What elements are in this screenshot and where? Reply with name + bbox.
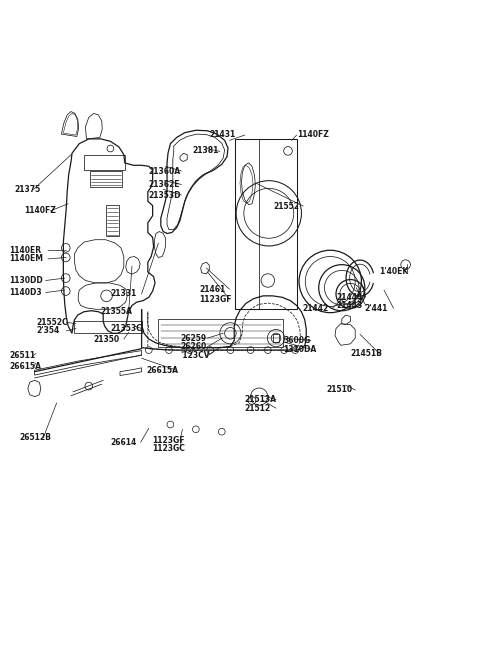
Text: 21442: 21442 xyxy=(302,304,329,313)
Text: 21512: 21512 xyxy=(245,403,271,413)
Text: 21355A: 21355A xyxy=(101,307,132,316)
Text: 3600G: 3600G xyxy=(283,336,311,345)
Text: 1123GF: 1123GF xyxy=(199,295,232,304)
Text: 26614: 26614 xyxy=(110,438,137,447)
Text: 26615A: 26615A xyxy=(10,363,42,371)
Text: 1140FZ: 1140FZ xyxy=(298,129,329,139)
Text: 26259: 26259 xyxy=(180,334,206,342)
Text: 2'354: 2'354 xyxy=(36,327,59,336)
Text: 21444: 21444 xyxy=(336,293,362,302)
Text: '123CV: '123CV xyxy=(180,351,210,360)
Text: 26512B: 26512B xyxy=(19,434,51,442)
Text: 21513A: 21513A xyxy=(245,395,277,404)
Text: 21360A: 21360A xyxy=(149,167,181,175)
Text: 1140D3: 1140D3 xyxy=(10,288,42,297)
Text: 26511: 26511 xyxy=(10,351,36,360)
Text: 26615A: 26615A xyxy=(146,366,179,374)
Text: 1123GC: 1123GC xyxy=(152,445,184,453)
Text: 21375: 21375 xyxy=(14,185,41,194)
Text: 1310DA: 1310DA xyxy=(283,345,316,353)
Text: 1140ER: 1140ER xyxy=(10,246,42,255)
Text: 21552: 21552 xyxy=(274,202,300,211)
Text: 21461: 21461 xyxy=(199,284,226,294)
Text: 21353D: 21353D xyxy=(149,191,181,200)
Text: 21350: 21350 xyxy=(94,334,120,344)
Text: 1123GF: 1123GF xyxy=(152,436,184,445)
Text: 1'40EK: 1'40EK xyxy=(379,267,408,277)
Text: 1140FZ: 1140FZ xyxy=(24,206,56,215)
Text: 21451B: 21451B xyxy=(350,349,382,358)
Text: 1140EM: 1140EM xyxy=(10,254,44,263)
Text: 21552C: 21552C xyxy=(36,318,68,327)
Text: 21510: 21510 xyxy=(326,386,352,394)
Text: 21381: 21381 xyxy=(192,147,218,156)
Text: 26260: 26260 xyxy=(180,342,206,351)
Text: 21362E: 21362E xyxy=(149,180,180,189)
Text: 1130DD: 1130DD xyxy=(10,276,43,285)
Text: 21443: 21443 xyxy=(336,301,362,310)
Text: 21331: 21331 xyxy=(110,290,137,298)
Text: 21431: 21431 xyxy=(209,129,235,139)
Text: 21353C: 21353C xyxy=(110,324,142,333)
Text: 2'441: 2'441 xyxy=(365,304,388,313)
